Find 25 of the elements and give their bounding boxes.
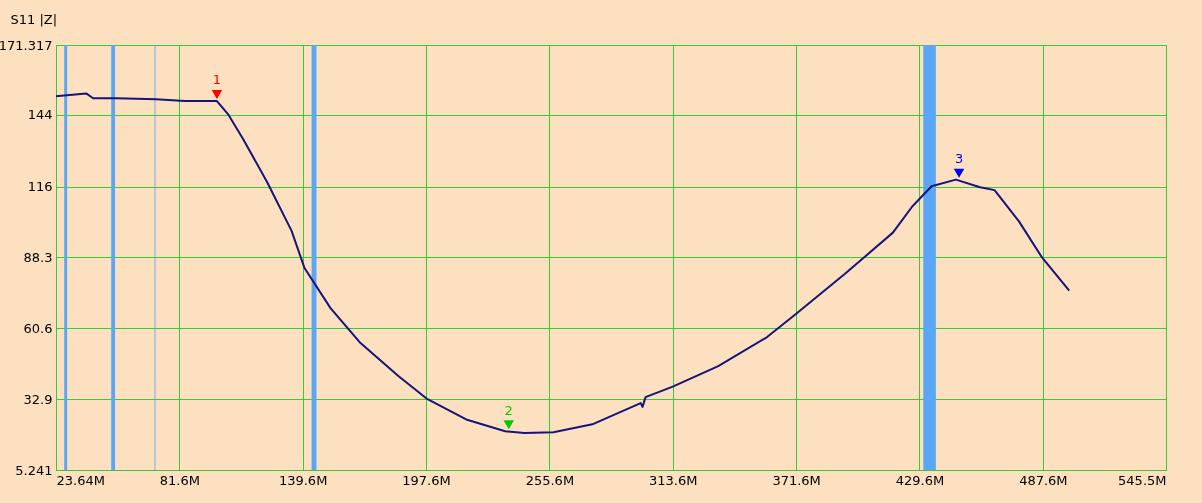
x-tick-label: 23.64M: [56, 472, 105, 488]
annotation: 1: [212, 72, 222, 88]
x-tick-label: 81.6M: [159, 472, 200, 488]
x-tick-label: 429.6M: [895, 472, 945, 488]
line-series: [55, 92, 1071, 434]
point: [503, 420, 514, 430]
y-tick-label: 5.241: [15, 462, 53, 478]
x-tick-label: 139.6M: [278, 472, 328, 488]
x-tick-label: 545.5M: [1118, 472, 1167, 488]
x-tick-label: 313.6M: [649, 472, 698, 488]
y-tick-label: 88.3: [23, 249, 53, 265]
annotation: 2: [504, 402, 513, 418]
y-tick-label: 116: [27, 179, 53, 195]
point: [953, 168, 965, 178]
x-tick-label: 197.6M: [402, 472, 451, 488]
annotation: 3: [954, 151, 964, 167]
y-tick-label: 171.317: [0, 37, 53, 53]
x-tick-label: 371.6M: [772, 472, 821, 488]
y-axis-title: S11 |Z|: [10, 11, 58, 27]
y-tick-label: 144: [27, 107, 53, 123]
y-tick-label: 60.6: [23, 320, 53, 336]
x-tick-label: 487.6M: [1019, 472, 1068, 488]
y-tick-label: 32.9: [23, 391, 53, 407]
point: [211, 89, 223, 99]
x-tick-label: 255.6M: [525, 472, 575, 488]
